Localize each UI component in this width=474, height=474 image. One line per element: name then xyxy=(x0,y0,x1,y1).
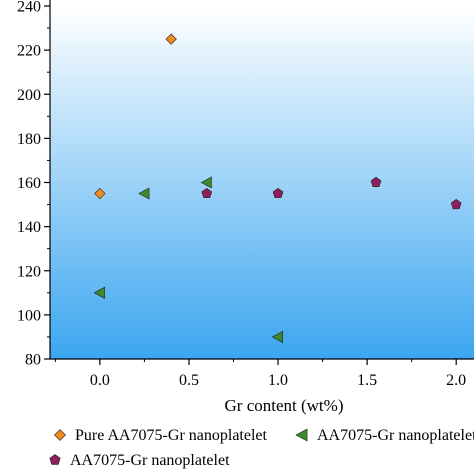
data-point-diamond xyxy=(94,187,106,200)
legend-marker xyxy=(54,429,66,441)
data-point-pentagon xyxy=(272,187,284,199)
y-tick-label: 200 xyxy=(17,87,41,104)
data-point-triangle-left xyxy=(200,176,212,189)
y-tick-label: 220 xyxy=(17,43,41,60)
y-tick-label: 120 xyxy=(17,263,41,280)
data-point-diamond xyxy=(165,33,177,45)
y-tick-label: 180 xyxy=(17,131,41,148)
legend-label: AA7075-Gr nanoplatelet xyxy=(70,452,230,469)
x-tick-label: 2.0 xyxy=(446,372,466,389)
x-tick-label: 0.0 xyxy=(90,372,110,389)
data-point-triangle-left xyxy=(93,286,105,299)
legend: Pure AA7075-Gr nanoplatelet AA7075-Gr nan… xyxy=(49,427,474,469)
data-point-triangle-left xyxy=(138,187,150,200)
y-tick-label: 240 xyxy=(17,0,41,16)
legend-label: AA7075-Gr nanoplatelet xyxy=(317,427,474,444)
y-tick-label: 140 xyxy=(17,219,41,236)
legend-marker xyxy=(49,454,61,465)
legend-marker xyxy=(295,428,308,442)
data-point-triangle-left xyxy=(271,330,284,343)
legend-label: Pure AA7075-Gr nanoplatelet xyxy=(75,427,268,444)
x-tick-label: 1.0 xyxy=(268,372,288,389)
y-tick-label: 100 xyxy=(17,307,41,324)
data-point-pentagon xyxy=(370,176,382,188)
data-point-pentagon xyxy=(450,198,462,210)
x-tick-label: 1.5 xyxy=(357,372,377,389)
x-axis-title: Gr content (wt%) xyxy=(225,396,344,415)
data-points xyxy=(93,33,462,343)
data-point-pentagon xyxy=(201,187,213,199)
y-tick-label: 80 xyxy=(25,352,41,369)
axis-ticks: 80 100 120 140 160 180 200 220 240 0.0 0.5 1.0 1.5 2.… xyxy=(17,0,466,389)
y-tick-label: 160 xyxy=(17,175,41,192)
x-tick-label: 0.5 xyxy=(179,372,199,389)
plot-area xyxy=(50,6,474,359)
